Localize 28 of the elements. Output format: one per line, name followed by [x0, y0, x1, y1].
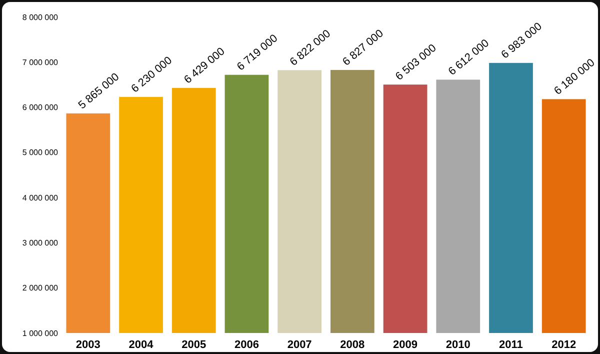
data-label: 6 180 000: [552, 56, 598, 98]
y-tick-label: 7 000 000: [22, 58, 59, 67]
x-tick-label: 2011: [499, 339, 523, 351]
x-tick-label: 2010: [446, 339, 470, 351]
data-label: 6 822 000: [288, 28, 333, 68]
y-tick-label: 4 000 000: [22, 193, 59, 202]
y-tick-label: 5 000 000: [22, 148, 59, 158]
data-label: 6 503 000: [393, 42, 439, 83]
x-tick-label: 2003: [76, 339, 100, 351]
y-tick-label: 1 000 000: [22, 328, 59, 338]
data-label: 6 230 000: [129, 54, 174, 96]
x-tick-label: 2007: [287, 339, 312, 351]
data-label: 5 865 000: [76, 71, 122, 112]
x-tick-label: 2008: [340, 339, 365, 351]
data-label: 6 827 000: [340, 28, 386, 68]
data-label: 6 612 000: [446, 37, 492, 78]
data-label: 6 429 000: [182, 46, 228, 86]
x-tick-label: 2005: [182, 339, 206, 351]
y-tick-label: 6 000 000: [22, 103, 59, 112]
y-tick-label: 2 000 000: [22, 284, 59, 293]
data-label: 6 719 000: [234, 32, 280, 74]
x-tick-label: 2012: [552, 339, 576, 351]
y-tick-label: 8 000 000: [22, 12, 59, 22]
x-tick-label: 2004: [128, 339, 154, 351]
y-tick-label: 3 000 000: [22, 238, 59, 248]
x-tick-label: 2006: [234, 339, 259, 351]
x-tick-label: 2009: [393, 339, 418, 351]
data-label: 6 983 000: [499, 20, 544, 62]
